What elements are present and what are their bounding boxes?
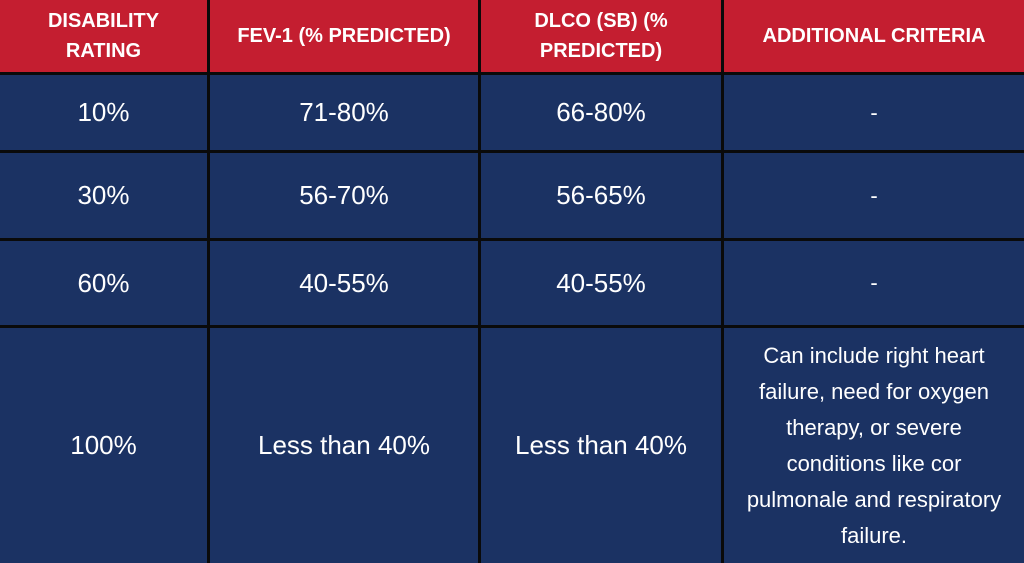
table-cell: - xyxy=(724,153,1024,238)
table-cell: 56-65% xyxy=(481,153,721,238)
table-cell: 40-55% xyxy=(210,241,478,325)
table-cell: - xyxy=(724,241,1024,325)
table-cell: 56-70% xyxy=(210,153,478,238)
header-cell: FEV-1 (% PREDICTED) xyxy=(210,0,478,72)
header-cell: DLCO (SB) (% PREDICTED) xyxy=(481,0,721,72)
header-cell: DISABILITY RATING xyxy=(0,0,207,72)
table-cell: 66-80% xyxy=(481,75,721,150)
table-cell: 30% xyxy=(0,153,207,238)
table-cell: 60% xyxy=(0,241,207,325)
table-cell: 71-80% xyxy=(210,75,478,150)
table-cell: 10% xyxy=(0,75,207,150)
table-cell: Less than 40% xyxy=(210,328,478,563)
header-cell: ADDITIONAL CRITERIA xyxy=(724,0,1024,72)
table-cell: 40-55% xyxy=(481,241,721,325)
table-cell: Can include right heart failure, need fo… xyxy=(724,328,1024,563)
table-cell: 100% xyxy=(0,328,207,563)
table-cell: Less than 40% xyxy=(481,328,721,563)
table-cell: - xyxy=(724,75,1024,150)
